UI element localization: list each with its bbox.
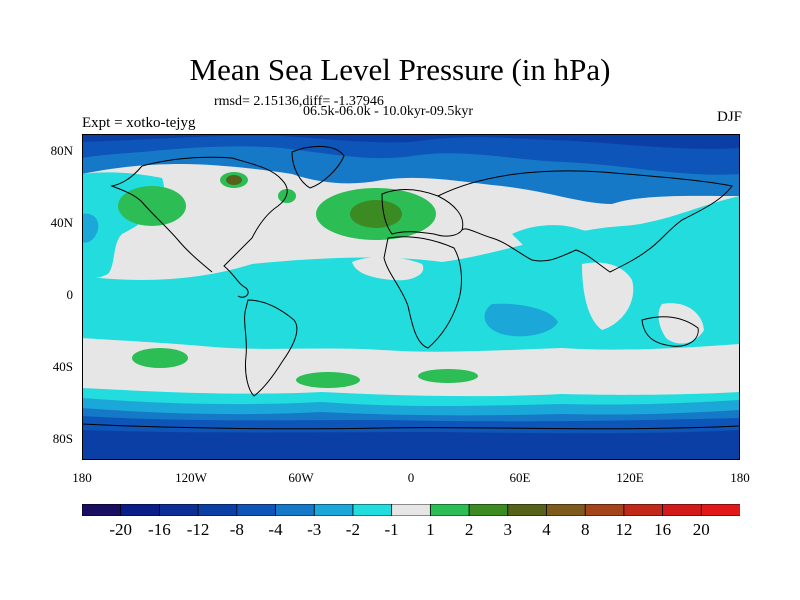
south-pacific-positive	[132, 348, 188, 368]
lon-label-0: 0	[407, 470, 415, 485]
lon-label-60w: 60W	[288, 470, 314, 485]
colorbar-label: 3	[503, 520, 513, 539]
colorbar-swatch	[391, 504, 432, 516]
colorbar-swatch	[700, 504, 740, 516]
lat-label-0: 0	[66, 287, 74, 302]
colorbar-label: -4	[268, 520, 283, 539]
maritime-gray	[582, 262, 634, 330]
lon-label-120w: 120W	[175, 470, 207, 485]
lat-label-40s: 40S	[52, 359, 73, 374]
north-band-inner	[82, 134, 740, 149]
south-indian-positive	[418, 369, 478, 383]
north-pacific-west-core	[82, 213, 99, 243]
lat-label-80s: 80S	[52, 431, 73, 446]
lat-label-40n: 40N	[50, 215, 73, 230]
plot-title: Mean Sea Level Pressure (in hPa)	[189, 52, 611, 87]
colorbar-swatch	[662, 504, 703, 516]
colorbar-label: 2	[464, 520, 474, 539]
colorbar-label: 8	[580, 520, 590, 539]
colorbar-label: 12	[615, 520, 633, 539]
colorbar-swatch	[313, 504, 354, 516]
colorbar-label: -8	[229, 520, 244, 539]
lon-label-180e: 180	[730, 470, 750, 485]
australia-coast	[641, 316, 699, 347]
africa-coast	[383, 236, 462, 349]
colorbar-label: -1	[384, 520, 399, 539]
lat-label-80n: 80N	[50, 143, 73, 158]
coastlines	[82, 146, 740, 430]
period-line: 06.5k-06.0k - 10.0kyr-09.5kyr	[303, 104, 474, 119]
colorbar-label: -3	[307, 520, 322, 539]
lon-label-60e: 60E	[509, 470, 531, 485]
north-atlantic-positive-core	[350, 200, 402, 228]
north-pacific-high-region	[121, 169, 266, 279]
tropical-band-core	[82, 281, 740, 329]
north-pacific-positive	[118, 186, 186, 226]
colorbar-swatch	[468, 504, 509, 516]
colorbar-swatch	[197, 504, 238, 516]
labrador-positive	[278, 189, 296, 203]
colorbar-swatch	[623, 504, 664, 516]
canada-positive-core	[226, 175, 242, 185]
alaska-west-coast	[110, 165, 213, 273]
colorbar-swatch	[120, 504, 161, 516]
europe-coast	[381, 189, 464, 237]
colorbar-label: -16	[148, 520, 171, 539]
colorbar-label: -20	[109, 520, 133, 539]
stats-line: rmsd= 2.15136,diff= -1.37946	[214, 94, 384, 109]
colorbar-swatch	[352, 504, 393, 516]
south-atlantic-positive	[296, 372, 360, 388]
colorbar	[82, 504, 740, 516]
colorbar-swatch	[546, 504, 587, 516]
asia-coast	[437, 170, 733, 273]
greenland-coast	[291, 146, 345, 189]
colorbar-label: 16	[654, 520, 672, 539]
asia-band	[512, 210, 740, 262]
colorbar-label: 1	[426, 520, 435, 539]
season-label: DJF	[716, 109, 742, 125]
colorbar-label: -2	[345, 520, 360, 539]
colorbar-swatch	[82, 504, 122, 516]
colorbar-label: 20	[692, 520, 710, 539]
colorbar-swatch	[159, 504, 200, 516]
experiment-label: Expt = xotko-tejyg	[82, 115, 196, 131]
south-america-coast	[244, 299, 298, 397]
north-america-coast	[141, 156, 288, 298]
north-band-mid	[82, 134, 740, 175]
colorbar-label: -12	[186, 520, 210, 539]
pressure-map	[82, 134, 740, 460]
antarctica-coast	[82, 423, 740, 430]
colorbar-swatch	[507, 504, 548, 516]
map-frame	[82, 134, 740, 460]
colorbar-swatch	[584, 504, 625, 516]
lon-label-180w: 180	[72, 470, 92, 485]
colorbar-swatch	[236, 504, 277, 516]
colorbar-swatch	[275, 504, 316, 516]
colorbar-swatch	[429, 504, 470, 516]
southern-band-5	[82, 430, 740, 460]
colorbar-label: 4	[542, 520, 551, 539]
indian-ocean-low	[484, 303, 558, 337]
lon-label-120e: 120E	[616, 470, 644, 485]
australia-gray	[658, 303, 704, 344]
